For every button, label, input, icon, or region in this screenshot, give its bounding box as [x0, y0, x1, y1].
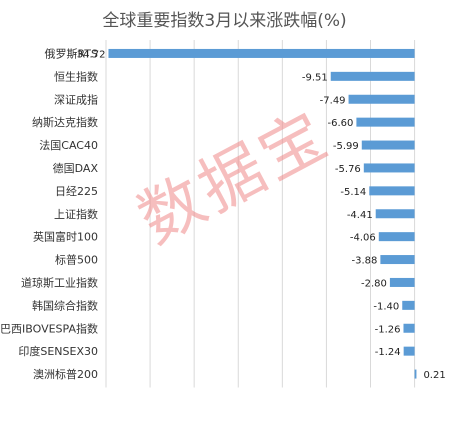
bar — [403, 346, 415, 356]
value-label: -2.80 — [361, 278, 387, 289]
bar — [402, 300, 415, 310]
value-label: -4.41 — [347, 210, 373, 221]
bar — [361, 140, 415, 150]
value-label: -6.60 — [328, 118, 354, 129]
category-label: 恒生指数 — [54, 69, 98, 83]
value-label: -4.06 — [350, 233, 376, 244]
bar — [363, 163, 415, 173]
category-label: 印度SENSEX30 — [18, 344, 98, 358]
bar — [414, 369, 417, 379]
category-label: 巴西IBOVESPA指数 — [0, 321, 98, 335]
bar — [330, 71, 415, 81]
category-label: 上证指数 — [54, 207, 98, 221]
value-label: 0.21 — [423, 370, 445, 381]
value-label: -7.49 — [320, 95, 346, 106]
bar — [375, 209, 415, 219]
category-label: 澳洲标普200 — [33, 367, 98, 381]
value-label: -5.76 — [335, 164, 361, 175]
value-label: -3.88 — [352, 256, 378, 267]
category-label: 法国CAC40 — [39, 138, 98, 152]
chart-title: 全球重要指数3月以来涨跌幅(%) — [102, 11, 347, 31]
value-label: -34.72 — [73, 49, 105, 60]
category-label: 道琼斯工业指数 — [21, 275, 98, 289]
bar — [348, 94, 415, 104]
value-label: -5.14 — [340, 187, 366, 198]
bar — [389, 277, 415, 287]
category-label: 纳斯达克指数 — [32, 115, 98, 129]
category-label: 标普500 — [55, 253, 98, 267]
bar — [380, 255, 415, 265]
bar — [108, 48, 415, 58]
bar — [378, 232, 415, 242]
value-label: -9.51 — [302, 72, 328, 83]
category-label: 英国富时100 — [33, 230, 98, 244]
value-label: -5.99 — [333, 141, 359, 152]
category-label: 日经225 — [55, 185, 98, 198]
bar — [403, 323, 415, 333]
category-label: 韩国综合指数 — [32, 298, 98, 312]
category-label: 德国DAX — [53, 161, 99, 175]
category-label: 俄罗斯RTS — [44, 47, 98, 60]
value-label: -1.24 — [375, 347, 401, 358]
bar — [369, 186, 415, 196]
value-label: -1.26 — [375, 324, 401, 335]
value-label: -1.40 — [373, 301, 399, 312]
category-label: 深证成指 — [54, 92, 98, 106]
bar — [356, 117, 415, 127]
